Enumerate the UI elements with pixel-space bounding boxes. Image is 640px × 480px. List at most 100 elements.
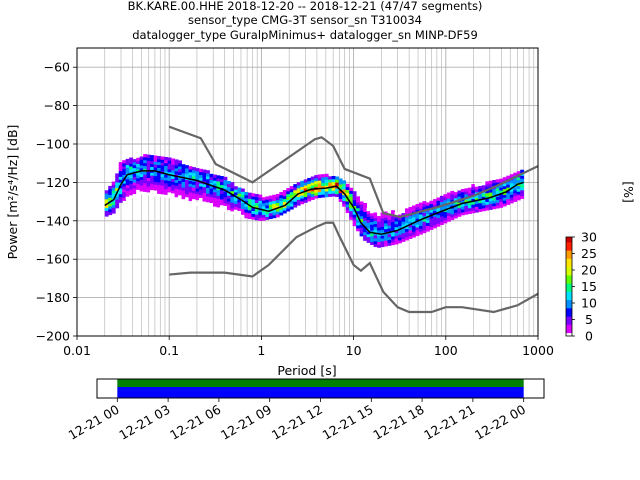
heat-cell [167,169,172,173]
heat-cell [226,201,231,205]
heat-cell [335,182,340,186]
colorbar-segment [566,331,572,334]
heat-cell [328,176,333,180]
heat-cell [188,183,193,187]
heat-cell [118,188,123,192]
heat-cell [272,209,277,213]
heat-cell [370,207,374,211]
colorbar-segment [566,251,572,254]
colorbar-segment [566,311,572,314]
heat-cell [174,185,179,189]
heat-cell [143,159,148,164]
heat-cell [223,202,228,207]
heat-cell [384,220,388,224]
heat-cell [481,182,486,186]
heat-cell [171,158,175,162]
heat-cell [321,174,326,178]
heat-cell [153,172,158,177]
heat-cell [160,193,165,198]
heat-cell [209,199,214,204]
heat-cell [373,229,378,233]
heat-cell [195,176,200,180]
heat-cell [254,199,259,204]
heat-cell [167,171,172,176]
heat-cell [216,183,221,188]
heat-cell [188,169,193,173]
heat-cell [212,197,217,201]
heat-cell [146,177,151,181]
heat-cell [373,243,378,248]
heat-cell [411,228,416,232]
heat-cell [122,183,127,187]
heat-cell [363,228,368,233]
heat-cell [338,189,343,194]
heat-cell [471,204,476,208]
heat-cell [398,240,402,244]
heat-cell [422,218,427,222]
heat-cell [401,235,406,239]
heat-cell [136,183,141,187]
heat-cell [481,196,486,200]
heat-cell [233,209,238,213]
heat-cell [157,161,162,166]
heat-cell [265,205,270,209]
heat-cell [237,199,242,203]
heat-cell [157,187,162,192]
heat-cell [115,193,120,197]
heat-cell [436,203,441,207]
heat-cell [370,241,374,245]
heat-cell [356,228,361,232]
heat-cell [328,182,333,186]
colorbar-segment [566,299,572,302]
heat-cell [139,176,144,180]
heat-cell [377,209,381,214]
heat-cell [377,241,381,245]
heat-cell [286,208,291,212]
heat-cell [282,207,287,211]
heat-cell [495,199,500,203]
heat-cell [331,178,336,183]
heat-cell [307,192,312,196]
heat-cell [499,178,504,182]
heat-cell [373,217,378,222]
heat-cell [216,175,221,179]
heat-cell [384,214,388,218]
heat-cell [380,229,385,233]
heat-cell [492,182,497,187]
heat-cell [199,186,203,190]
heat-cell [310,196,315,200]
heat-cell [377,224,381,228]
heat-cell [150,160,155,165]
heat-cell [391,238,395,243]
heat-cell [115,173,120,177]
heat-cell [394,235,399,239]
colorbar-segment [566,301,572,304]
heat-cell [188,174,193,179]
heat-cell [209,202,214,206]
heat-cell [111,184,116,188]
heat-cell [181,195,186,200]
heat-cell [446,209,451,214]
heat-cell [192,198,196,203]
heat-cell [366,213,371,217]
heat-cell [432,222,437,226]
heat-cell [247,207,252,211]
heat-cell [293,198,298,202]
heat-cell [219,204,224,209]
heat-cell [230,202,235,206]
heat-cell [352,205,357,209]
heat-cell [335,193,340,198]
heat-cell [345,209,350,214]
heat-cell [495,196,500,200]
heat-cell [251,216,256,220]
heat-cell [104,204,109,208]
heat-cell [185,191,189,195]
heat-cell [436,197,441,201]
heat-cell [366,207,371,212]
heat-cell [132,161,137,166]
heat-cell [345,183,350,188]
heat-cell [405,225,409,229]
heat-cell [321,191,326,195]
heat-cell [216,181,221,185]
heat-cell [223,176,228,181]
